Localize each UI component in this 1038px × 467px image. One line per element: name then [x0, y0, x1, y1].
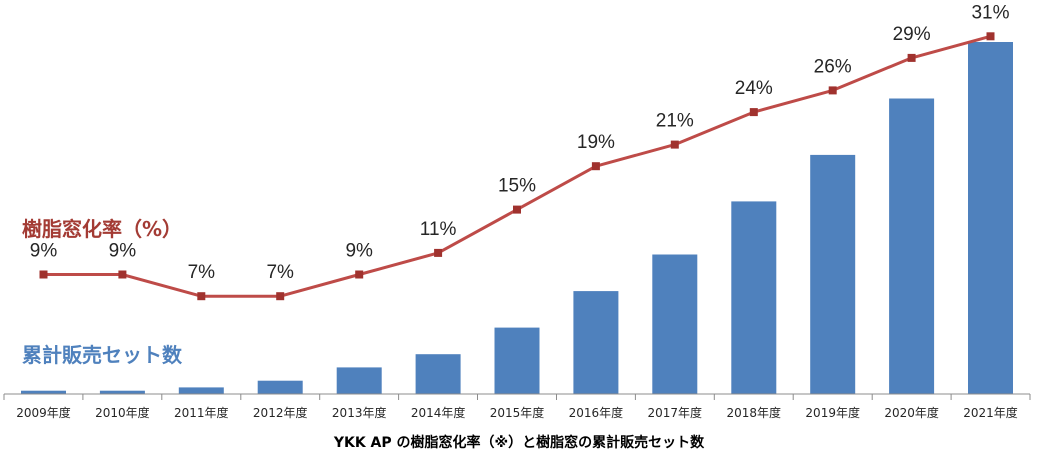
- line-layer: [39, 32, 995, 301]
- data-label-2021年度: 31%: [971, 2, 1009, 23]
- bar-2013年度: [336, 367, 382, 394]
- data-label-2014年度: 11%: [420, 219, 457, 240]
- bar-2014年度: [415, 354, 461, 394]
- x-tick-label: 2010年度: [95, 405, 150, 420]
- line-point-2017年度: [670, 140, 679, 149]
- x-tick-label: 2013年度: [332, 405, 387, 420]
- bar-2011年度: [178, 387, 224, 394]
- line-point-2015年度: [513, 205, 521, 214]
- x-tick-label: 2017年度: [648, 405, 703, 420]
- data-label-2020年度: 29%: [893, 24, 931, 45]
- data-label-2013年度: 9%: [345, 241, 373, 262]
- bar-2016年度: [573, 291, 619, 394]
- legend-line-label: 樹脂窓化率（%）: [22, 217, 182, 241]
- x-tick-label: 2019年度: [805, 405, 860, 420]
- legend-bar-label: 累計販売セット数: [22, 343, 183, 367]
- x-tick-label: 2009年度: [16, 405, 71, 420]
- x-tick-label: 2012年度: [253, 405, 308, 420]
- data-label-2017年度: 21%: [656, 111, 694, 132]
- data-labels: 9% 9% 7% 7% 9% 11% 15% 19% 21% 24% 26% 29% 31%: [30, 2, 1010, 283]
- bar-2021年度: [968, 42, 1013, 394]
- line-point-2012年度: [276, 292, 285, 301]
- bar-2019年度: [810, 154, 856, 394]
- chart-caption: YKK AP の樹脂窓化率（※）と樹脂窓の累計販売セット数: [333, 434, 705, 451]
- bars-layer: [21, 42, 1013, 394]
- line-point-2011年度: [197, 292, 206, 301]
- data-label-2009年度: 9%: [30, 241, 58, 262]
- bar-2017年度: [652, 254, 698, 394]
- line-point-2020年度: [907, 53, 916, 62]
- data-label-2016年度: 19%: [577, 132, 615, 153]
- line-point-2016年度: [591, 162, 600, 171]
- data-label-2015年度: 15%: [498, 176, 536, 197]
- x-tick-label: 2021年度: [963, 405, 1018, 420]
- line-point-2009年度: [39, 270, 48, 279]
- line-point-2010年度: [118, 270, 127, 279]
- x-axis: 2009年度 2010年度 2011年度 2012年度 2013年度 2014年度 2015…: [3, 393, 1031, 420]
- x-tick-label: 2011年度: [174, 405, 229, 420]
- data-label-2019年度: 26%: [814, 56, 852, 77]
- data-label-2018年度: 24%: [735, 78, 773, 99]
- bar-2020年度: [889, 98, 935, 394]
- line-point-2014年度: [434, 248, 443, 257]
- bar-2010年度: [99, 390, 145, 394]
- line-point-2021年度: [986, 32, 995, 41]
- bar-2018年度: [731, 201, 777, 394]
- data-label-2012年度: 7%: [266, 262, 294, 283]
- line-point-2013年度: [355, 270, 364, 279]
- bar-2009年度: [21, 390, 66, 394]
- bar-2015年度: [494, 327, 540, 394]
- x-tick-label: 2016年度: [569, 405, 624, 420]
- line-point-2019年度: [828, 86, 837, 95]
- x-tick-label: 2020年度: [884, 405, 939, 420]
- x-tick-label: 2018年度: [727, 405, 782, 420]
- x-tick-label: 2015年度: [490, 405, 545, 420]
- data-label-2011年度: 7%: [188, 262, 216, 283]
- x-tick-label: 2014年度: [411, 405, 466, 420]
- data-label-2010年度: 9%: [109, 241, 137, 262]
- bar-2012年度: [257, 380, 303, 394]
- line-point-2018年度: [749, 108, 758, 117]
